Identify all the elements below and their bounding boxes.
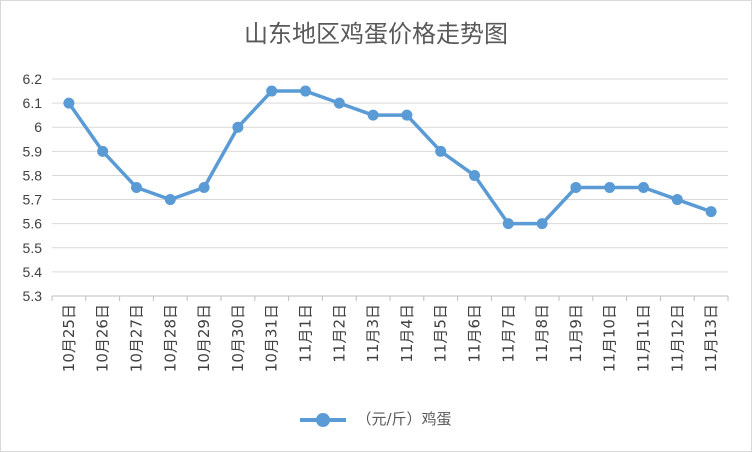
series-line <box>67 89 712 226</box>
x-tick-label: 11月11日 <box>635 304 653 372</box>
y-tick-label: 6 <box>34 119 42 135</box>
legend-line-marker <box>300 412 347 427</box>
data-point <box>131 182 142 193</box>
y-tick-label: 5.3 <box>23 288 43 304</box>
x-axis: 10月25日 10月26日 10月27日 10月28日 10月29日 10月30日 10月3… <box>51 296 729 372</box>
data-point <box>164 194 176 206</box>
y-tick-label: 5.4 <box>23 264 43 280</box>
y-tick-label: 5.9 <box>23 143 43 159</box>
x-tick-label: 11月4日 <box>398 304 416 363</box>
data-point <box>705 206 717 218</box>
data-point <box>435 145 447 157</box>
data-point <box>97 145 109 157</box>
data-point <box>536 218 548 230</box>
data-point <box>401 109 413 121</box>
series-layer <box>63 85 717 230</box>
y-axis: 5.3 5.4 5.5 5.6 5.7 5.8 5.9 6 6.1 6.2 <box>23 71 43 304</box>
x-tick-label: 11月7日 <box>499 304 517 363</box>
x-tick-label: 11月13日 <box>702 304 720 372</box>
x-tick-label: 10月29日 <box>195 304 213 372</box>
data-point <box>266 85 278 97</box>
x-tick-label: 10月30日 <box>229 304 247 372</box>
x-tick-label: 10月25日 <box>60 304 78 372</box>
x-tick-label: 10月26日 <box>94 304 112 372</box>
legend-label: （元/斤）鸡蛋 <box>356 410 452 428</box>
x-tick-label: 11月6日 <box>466 304 484 363</box>
data-point <box>63 97 75 109</box>
y-tick-label: 5.8 <box>23 167 43 183</box>
data-point <box>469 169 480 181</box>
legend: （元/斤）鸡蛋 <box>0 408 752 429</box>
data-point <box>198 182 210 193</box>
data-point <box>570 182 582 193</box>
y-tick-label: 5.7 <box>23 192 43 208</box>
y-tick-label: 5.6 <box>23 216 43 232</box>
x-tick-label: 11月5日 <box>432 304 450 363</box>
chart-title: 山东地区鸡蛋价格走势图 <box>244 20 508 48</box>
x-tick-label: 10月27日 <box>128 304 146 372</box>
x-tick-label: 11月9日 <box>567 304 585 363</box>
x-tick-label: 11月3日 <box>364 304 382 363</box>
y-tick-label: 6.1 <box>23 95 43 111</box>
data-point <box>232 121 244 133</box>
data-point <box>300 85 311 97</box>
x-tick-label: 11月8日 <box>533 304 551 363</box>
x-tick-label: 11月2日 <box>330 304 348 363</box>
data-point <box>671 194 683 206</box>
data-point <box>333 97 345 109</box>
x-tick-label: 11月12日 <box>668 304 686 372</box>
x-tick-label: 11月1日 <box>297 304 315 363</box>
data-point <box>367 109 379 121</box>
y-tick-label: 6.2 <box>23 71 43 87</box>
x-tick-label: 11月10日 <box>601 304 619 372</box>
y-tick-label: 5.5 <box>23 240 43 256</box>
x-tick-label: 10月28日 <box>161 304 179 372</box>
data-point <box>604 182 616 193</box>
gridlines <box>52 78 728 297</box>
data-point <box>638 182 649 193</box>
data-point <box>502 218 514 230</box>
x-tick-label: 10月31日 <box>263 304 281 372</box>
